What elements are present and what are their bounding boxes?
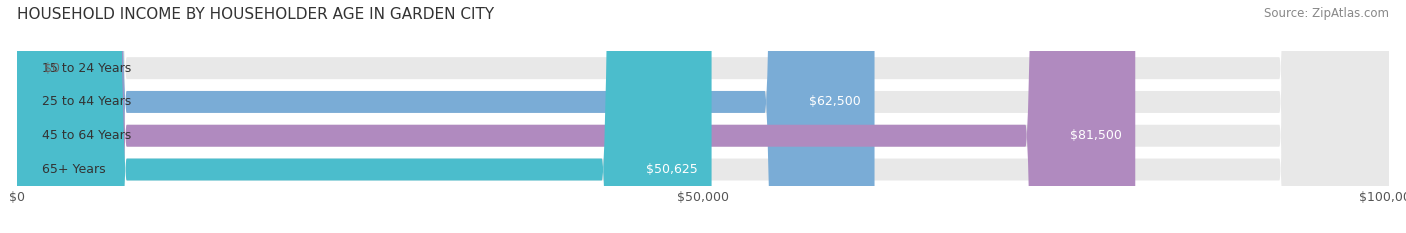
Text: 25 to 44 Years: 25 to 44 Years [42,96,131,108]
Text: $50,625: $50,625 [647,163,697,176]
FancyBboxPatch shape [17,0,1135,233]
Text: 45 to 64 Years: 45 to 64 Years [42,129,131,142]
FancyBboxPatch shape [17,0,1389,233]
Text: $81,500: $81,500 [1070,129,1122,142]
Text: 15 to 24 Years: 15 to 24 Years [42,62,131,75]
Text: HOUSEHOLD INCOME BY HOUSEHOLDER AGE IN GARDEN CITY: HOUSEHOLD INCOME BY HOUSEHOLDER AGE IN G… [17,7,494,22]
FancyBboxPatch shape [17,0,711,233]
FancyBboxPatch shape [17,0,875,233]
FancyBboxPatch shape [17,0,1389,233]
Text: 65+ Years: 65+ Years [42,163,105,176]
FancyBboxPatch shape [17,0,1389,233]
Text: $0: $0 [45,62,60,75]
Text: Source: ZipAtlas.com: Source: ZipAtlas.com [1264,7,1389,20]
Text: $62,500: $62,500 [808,96,860,108]
FancyBboxPatch shape [17,0,1389,233]
